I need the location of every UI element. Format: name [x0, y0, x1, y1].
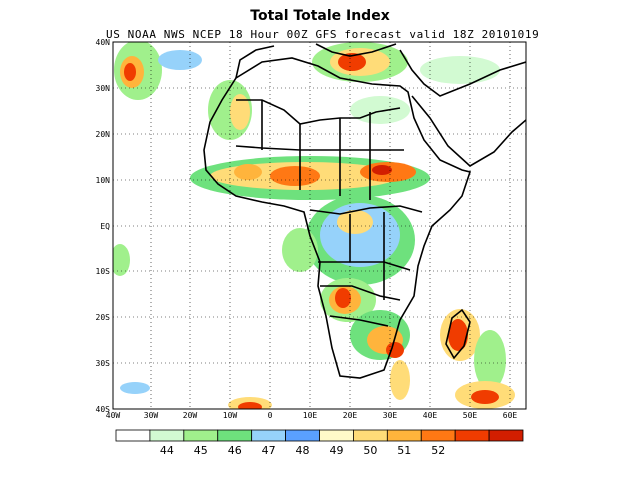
colorbar-swatch — [149, 429, 185, 442]
lon-label-50e: 50E — [463, 411, 478, 420]
colorbar-swatch — [420, 429, 456, 442]
colorbar-swatch — [353, 429, 388, 442]
lat-label-10n: 10N — [96, 176, 111, 185]
lon-labels: 40W 30W 20W 10W 0 10E 20E 30E 40E 50E 60… — [106, 411, 518, 420]
lon-label-30w: 30W — [144, 411, 159, 420]
lat-label-40s: 40S — [96, 405, 111, 414]
lat-label-20n: 20N — [96, 130, 111, 139]
colorbar-label: 46 — [228, 444, 242, 457]
map-grid — [113, 42, 526, 409]
colorbar-swatch — [386, 429, 422, 442]
colorbar-swatch — [183, 429, 219, 442]
colorbar-label: 51 — [397, 444, 411, 457]
colorbar-swatch — [319, 429, 354, 442]
lat-label-10s: 10S — [96, 267, 111, 276]
colorbar-label: 48 — [296, 444, 310, 457]
lon-label-60e: 60E — [503, 411, 518, 420]
coastlines — [203, 43, 526, 379]
chart-title: Total Totale Index — [250, 8, 390, 24]
map-frame — [112, 41, 527, 410]
colorbar-label: 52 — [431, 444, 445, 457]
lon-label-40e: 40E — [423, 411, 438, 420]
lat-label-eq: EQ — [100, 222, 110, 231]
lon-label-40w: 40W — [106, 411, 121, 420]
lat-label-30n: 30N — [96, 84, 111, 93]
lon-label-10w: 10W — [223, 411, 238, 420]
lon-label-20e: 20E — [343, 411, 358, 420]
lat-labels: 40N 30N 20N 10N EQ 10S 20S 30S 40S — [96, 38, 111, 414]
colorbar-swatch — [454, 429, 490, 442]
colorbar-swatch — [251, 429, 286, 442]
lat-label-20s: 20S — [96, 313, 111, 322]
lat-label-30s: 30S — [96, 359, 111, 368]
colorbar-swatch — [488, 429, 524, 442]
lon-label-0: 0 — [268, 411, 273, 420]
lon-label-10e: 10E — [303, 411, 318, 420]
colorbar-swatch — [115, 429, 151, 442]
lon-label-20w: 20W — [183, 411, 198, 420]
chart-subtitle: US NOAA NWS NCEP 18 Hour 00Z GFS forecas… — [106, 28, 540, 41]
colorbar: 44 45 46 47 48 49 50 51 52 — [115, 429, 524, 457]
colorbar-label: 44 — [160, 444, 174, 457]
colorbar-swatch — [217, 429, 253, 442]
colorbar-swatch — [285, 429, 320, 442]
colorbar-label: 49 — [329, 444, 343, 457]
colorbar-label: 45 — [194, 444, 208, 457]
lon-label-30e: 30E — [383, 411, 398, 420]
colorbar-label: 47 — [262, 444, 276, 457]
colorbar-label: 50 — [363, 444, 377, 457]
lat-label-40n: 40N — [96, 38, 111, 47]
